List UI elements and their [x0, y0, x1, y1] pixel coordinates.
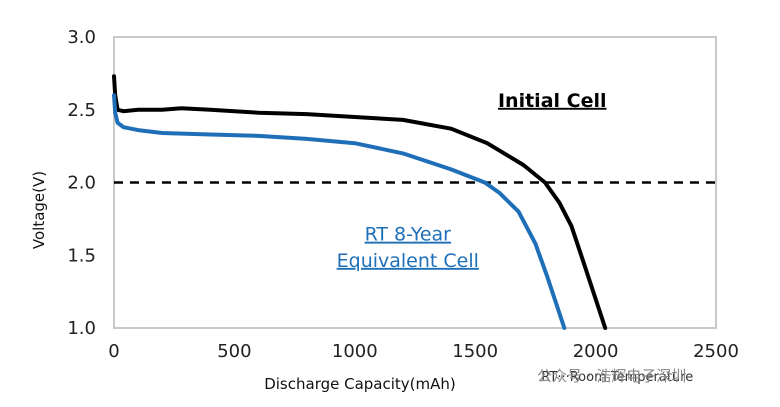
- x-tick-label: 1000: [332, 341, 378, 362]
- y-tick-label: 1.5: [67, 245, 96, 266]
- y-tick-label: 2.0: [67, 173, 96, 194]
- x-tick-label: 500: [217, 341, 251, 362]
- annotation-initial-cell: Initial Cell: [498, 90, 607, 112]
- y-tick-label: 1.0: [67, 318, 96, 339]
- plot-area: [113, 36, 717, 329]
- series-line-initial-cell: [112, 74, 608, 330]
- x-axis-title: Discharge Capacity(mAh): [264, 375, 456, 393]
- annotation-equivalent-cell: Equivalent Cell: [337, 250, 479, 272]
- x-tick-label: 2000: [573, 341, 619, 362]
- x-tick-labels: 0 500 1000 1500 2000 2500: [108, 341, 739, 362]
- series-line-rt-8-year-equivalent-cell: [112, 93, 567, 330]
- y-axis-title: Voltage(V): [30, 171, 48, 249]
- watermark-text: 公众号 · 浩辉电子深圳: [537, 367, 686, 385]
- x-tick-label: 1500: [452, 341, 498, 362]
- series-group: [112, 74, 608, 330]
- y-tick-label: 2.5: [67, 100, 96, 121]
- annotation-rt-8-year: RT 8-Year: [365, 224, 452, 246]
- y-tick-label: 3.0: [67, 27, 96, 48]
- plot-frame: [113, 36, 717, 329]
- x-tick-label: 0: [108, 341, 119, 362]
- y-tick-labels: 1.0 1.5 2.0 2.5 3.0: [67, 27, 96, 339]
- x-tick-label: 2500: [693, 341, 739, 362]
- annotations: Initial Cell RT 8-Year Equivalent Cell RT··…: [337, 90, 694, 385]
- annotation-rt-room-temperature: RT···Room Temperature: [541, 370, 693, 385]
